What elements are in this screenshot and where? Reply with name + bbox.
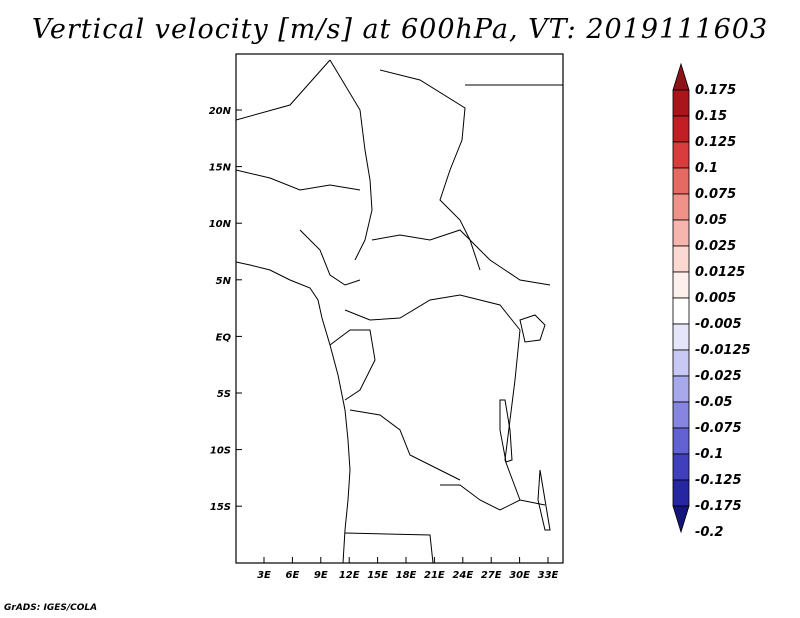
border-drc-north [344, 294, 521, 331]
border-drc-east [504, 329, 521, 501]
colorbar-label: -0.005 [695, 317, 742, 332]
lake-victoria [519, 314, 546, 343]
colorbar-swatch [672, 89, 690, 117]
lat-tick-label: EQ [216, 332, 232, 343]
colorbar-swatch [672, 297, 690, 325]
lon-tick-label: 18E [396, 570, 417, 581]
colorbar-label: -0.175 [695, 499, 742, 514]
colorbar-swatch [672, 115, 690, 143]
longitude-axis: 3E 6E 9E 12E 15E 18E 21E 24E 27E 30E 33E [257, 557, 559, 581]
colorbar-swatch [672, 271, 690, 299]
border-sudan [236, 59, 331, 121]
colorbar-label: 0.125 [695, 135, 736, 150]
border-niger-nigeria [236, 169, 361, 191]
colorbar-label: -0.075 [695, 421, 742, 436]
colorbar-top-arrow [672, 62, 690, 91]
lon-tick-label: 21E [424, 570, 445, 581]
colorbar-label: 0.05 [695, 213, 727, 228]
map-title: Vertical velocity [m/s] at 600hPa, VT: 2… [31, 14, 769, 45]
colorbar-swatch [672, 167, 690, 195]
lake-tanganyika [499, 399, 513, 463]
colorbar-label: 0.075 [695, 187, 736, 202]
lake-malawi [537, 469, 551, 531]
colorbar-label: 0.005 [695, 291, 736, 306]
latitude-axis: 20N 15N 10N 5N EQ 5S 10S 15S [209, 106, 242, 513]
lon-tick-label: 27E [481, 570, 502, 581]
lon-tick-label: 3E [257, 570, 271, 581]
colorbar-swatch [672, 193, 690, 221]
lat-tick-label: 20N [209, 106, 232, 117]
colorbar-label: 0.175 [695, 83, 736, 98]
colorbar-swatch [672, 323, 690, 351]
colorbar-swatch [672, 427, 690, 455]
colorbar: 0.175 0.15 0.125 0.1 0.075 0.05 0.025 0.0125 0.0… [672, 62, 751, 540]
lat-tick-label: 15S [210, 502, 231, 513]
colorbar-label: -0.2 [695, 525, 723, 540]
lon-tick-label: 6E [286, 570, 300, 581]
colorbar-label: 0.1 [695, 161, 718, 176]
lon-tick-label: 30E [509, 570, 530, 581]
lat-tick-label: 15N [209, 163, 232, 174]
border-namibia [344, 532, 434, 563]
border-zambia [440, 484, 546, 511]
grads-credit: GrADS: IGES/COLA [4, 603, 98, 613]
colorbar-swatch [672, 401, 690, 429]
colorbar-swatch [672, 141, 690, 169]
border-car [371, 229, 551, 286]
colorbar-bottom-arrow [672, 505, 690, 534]
colorbar-swatch [672, 479, 690, 507]
lon-tick-label: 24E [452, 570, 473, 581]
lon-tick-label: 33E [538, 570, 559, 581]
lat-tick-label: 10S [210, 446, 231, 457]
map-frame [235, 53, 564, 564]
lat-tick-label: 5S [217, 389, 231, 400]
border-niger-chad [329, 59, 373, 261]
colorbar-label: -0.05 [695, 395, 732, 410]
colorbar-label: -0.1 [695, 447, 723, 462]
colorbar-label: -0.125 [695, 473, 742, 488]
colorbar-label: 0.0125 [695, 265, 745, 280]
border-congo [329, 329, 376, 401]
colorbar-swatch [672, 219, 690, 247]
colorbar-swatch [672, 453, 690, 481]
lat-tick-label: 5N [216, 276, 232, 287]
lon-tick-label: 9E [314, 570, 328, 581]
colorbar-label: 0.025 [695, 239, 736, 254]
lon-tick-label: 12E [339, 570, 360, 581]
colorbar-swatch [672, 375, 690, 403]
lon-tick-label: 15E [367, 570, 388, 581]
border-libya-chad [379, 69, 481, 271]
colorbar-label: 0.15 [695, 109, 727, 124]
colorbar-label: -0.025 [695, 369, 742, 384]
colorbar-label: -0.0125 [695, 343, 751, 358]
lat-tick-label: 10N [209, 219, 232, 230]
border-angola [349, 409, 461, 481]
velocity-field [236, 54, 563, 563]
country-borders [236, 59, 563, 563]
colorbar-swatch [672, 245, 690, 273]
colorbar-swatch [672, 349, 690, 377]
border-nigeria-cameroon [299, 229, 361, 286]
